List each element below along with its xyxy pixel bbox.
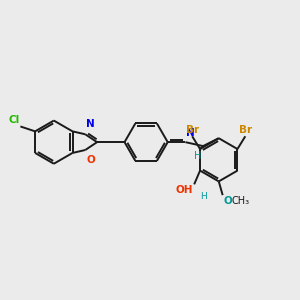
Text: H: H [194, 151, 201, 161]
Text: O: O [224, 196, 233, 206]
Text: OH: OH [176, 185, 193, 195]
Text: N: N [186, 128, 195, 138]
Text: H: H [200, 192, 207, 201]
Text: Cl: Cl [8, 116, 20, 125]
Text: Br: Br [186, 125, 199, 135]
Text: N: N [86, 119, 95, 129]
Text: Br: Br [239, 125, 252, 135]
Text: O: O [86, 155, 95, 165]
Text: CH₃: CH₃ [232, 196, 250, 206]
